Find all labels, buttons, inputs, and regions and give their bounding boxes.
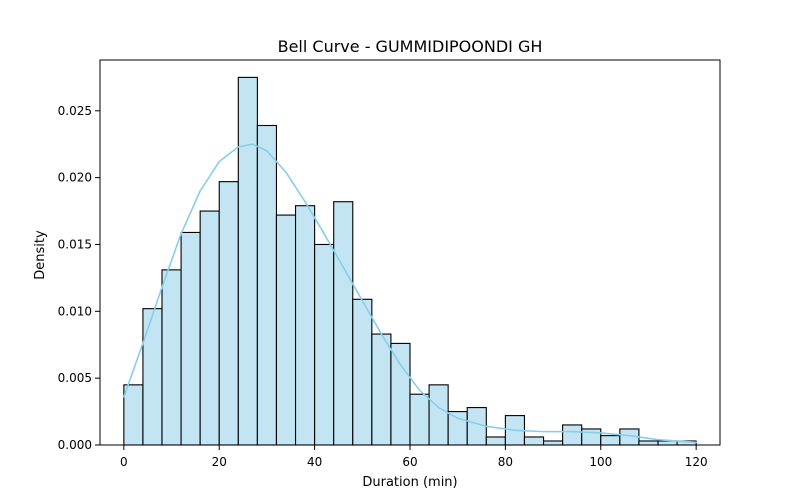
histogram-bar <box>485 436 506 446</box>
histogram-bar <box>409 393 430 446</box>
y-tick-label: 0.000 <box>58 438 92 452</box>
histogram-bar <box>542 440 564 446</box>
histogram-bar <box>447 411 468 446</box>
plot-area: 0 20 40 60 80 100 120 0.000 0.005 0.010 0.015 0.020… <box>58 59 721 469</box>
y-tick-label: 0.015 <box>58 237 92 251</box>
y-tick-label: 0.010 <box>58 304 92 318</box>
histogram-bar <box>199 210 220 446</box>
x-tick-label: 40 <box>307 455 322 469</box>
chart-title: Bell Curve - GUMMIDIPOONDI GH <box>278 37 543 56</box>
histogram-bar <box>123 384 144 446</box>
histogram-bar <box>275 214 297 446</box>
histogram-bar <box>237 76 258 446</box>
histogram-bar <box>352 298 373 446</box>
histogram-bar <box>294 205 316 446</box>
histogram-bar <box>638 440 659 446</box>
histogram-bar <box>161 269 182 446</box>
y-axis-label: Density <box>33 230 48 280</box>
histogram-bar <box>581 428 602 446</box>
histogram-bar <box>562 424 583 446</box>
x-tick-label: 60 <box>402 455 417 469</box>
y-tick-label: 0.005 <box>58 371 92 385</box>
histogram-bar <box>600 435 621 446</box>
y-tick-label: 0.020 <box>58 171 92 185</box>
histogram-bar <box>523 436 545 446</box>
histogram-bar <box>256 124 278 446</box>
density-line <box>123 143 697 444</box>
histogram-bar <box>180 231 201 446</box>
x-tick-label: 120 <box>685 455 708 469</box>
histogram-bar <box>428 384 449 446</box>
histogram-bar <box>371 333 392 446</box>
x-tick-label: 100 <box>589 455 612 469</box>
histogram-bar <box>142 308 163 446</box>
x-axis-label: Duration (min) <box>362 475 457 490</box>
x-tick-label: 80 <box>498 455 513 469</box>
histogram-bar <box>333 201 354 446</box>
histogram-bar <box>314 243 335 446</box>
x-tick-label: 0 <box>120 455 128 469</box>
x-tick-label: 20 <box>212 455 227 469</box>
histogram-bar <box>657 440 678 446</box>
histogram-bar <box>218 181 239 446</box>
y-tick-label: 0.025 <box>58 104 92 118</box>
histogram-bar <box>390 342 411 446</box>
